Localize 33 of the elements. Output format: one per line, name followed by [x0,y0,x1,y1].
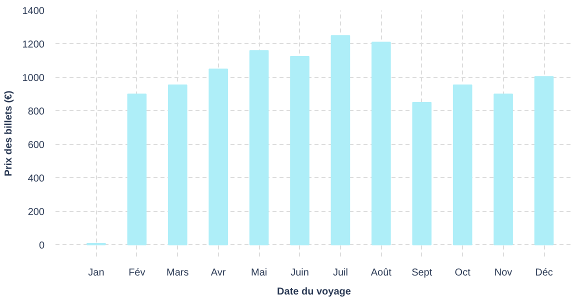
y-tick-label: 0 [38,240,45,252]
x-tick-label: Déc [535,268,553,278]
bar [127,94,147,246]
bar [330,35,350,246]
x-tick-label: Jan [88,268,104,278]
y-tick-label: 200 [28,206,45,218]
bar [452,84,472,246]
y-tick-label: 1000 [22,72,45,84]
x-tick-label: Juil [332,268,348,278]
x-axis-title: Date du voyage [277,286,352,298]
x-tick-label: Nov [494,268,512,278]
x-tick-label: Oct [454,268,471,278]
x-tick-label: Fév [128,268,146,278]
bar [168,84,188,246]
x-tick-label: Juin [290,268,309,278]
bar [494,94,513,246]
y-tick-label: 600 [28,140,45,151]
bar [249,50,269,246]
y-tick-label: 1400 [22,6,45,17]
x-tick-label: Mars [166,268,189,278]
y-tick-label: 1200 [22,39,45,50]
x-tick-label: Sept [412,268,432,278]
bar [290,56,310,246]
y-axis-title: Prix des billets (€) [3,90,14,176]
bar [412,102,432,246]
x-tick-label: Mai [250,268,268,278]
bar [208,68,228,246]
bar [372,42,391,246]
bar [534,76,554,246]
y-tick-label: 400 [28,173,45,184]
y-tick-label: 800 [28,106,45,118]
x-tick-label: Août [370,268,392,278]
x-tick-label: Avr [210,268,226,278]
